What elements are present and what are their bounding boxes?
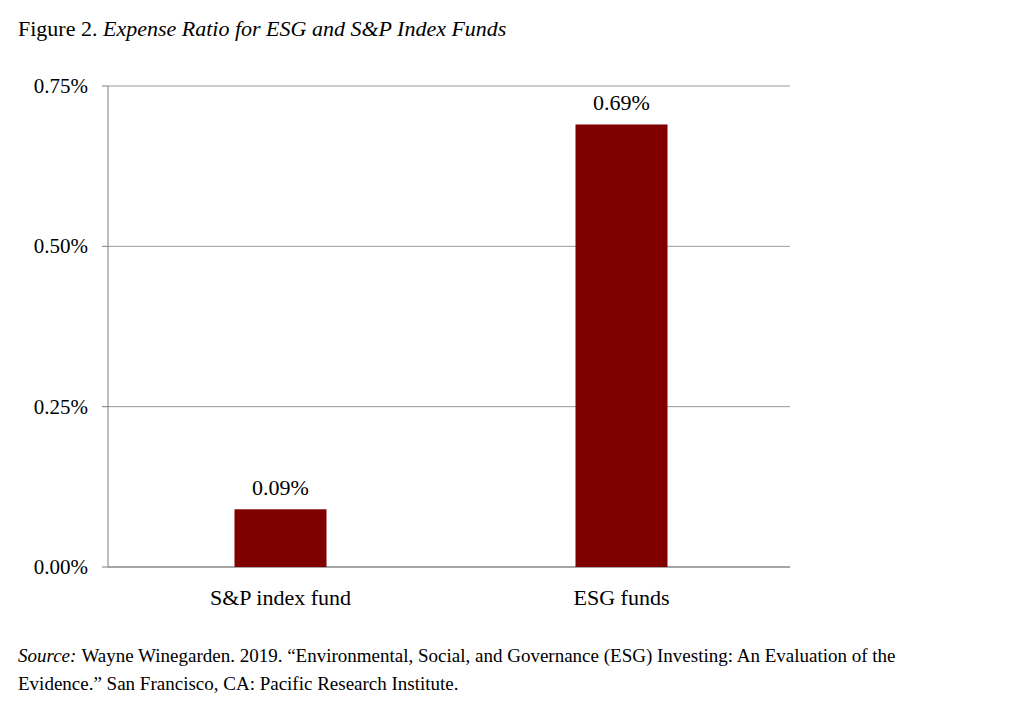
figure-label: Figure 2. bbox=[18, 16, 103, 41]
bars bbox=[235, 124, 668, 567]
chart: Figure 2. Expense Ratio for ESG and S&P … bbox=[0, 0, 1024, 706]
x-axis bbox=[108, 567, 790, 568]
title: Figure 2. Expense Ratio for ESG and S&P … bbox=[18, 16, 506, 41]
tick-mark bbox=[102, 86, 108, 87]
y-tick-label: 0.00% bbox=[34, 555, 88, 579]
y-tick-label: 0.25% bbox=[34, 395, 88, 419]
grid-line bbox=[108, 567, 790, 568]
grid-line bbox=[108, 86, 790, 87]
title-text: Expense Ratio for ESG and S&P Index Fund… bbox=[102, 16, 506, 41]
source-label: Source: bbox=[18, 645, 76, 666]
tick-mark bbox=[102, 246, 108, 247]
y-tick-label: 0.75% bbox=[34, 74, 88, 98]
y-axis bbox=[108, 86, 109, 567]
data-label: 0.69% bbox=[593, 90, 650, 115]
tick-mark bbox=[102, 567, 108, 568]
tick-mark bbox=[102, 406, 108, 407]
source-text: Evidence.” San Francisco, CA: Pacific Re… bbox=[18, 673, 459, 694]
grid bbox=[102, 86, 790, 567]
bar bbox=[235, 509, 327, 567]
source-text: Wayne Winegarden. 2019. “Environmental, … bbox=[81, 645, 895, 667]
x-tick-label: ESG funds bbox=[574, 585, 670, 610]
x-tick-label: S&P index fund bbox=[210, 585, 351, 610]
grid-line bbox=[108, 246, 790, 247]
data-label: 0.09% bbox=[252, 475, 309, 500]
y-tick-label: 0.50% bbox=[34, 234, 88, 258]
grid-line bbox=[108, 406, 790, 407]
bar bbox=[576, 124, 668, 567]
